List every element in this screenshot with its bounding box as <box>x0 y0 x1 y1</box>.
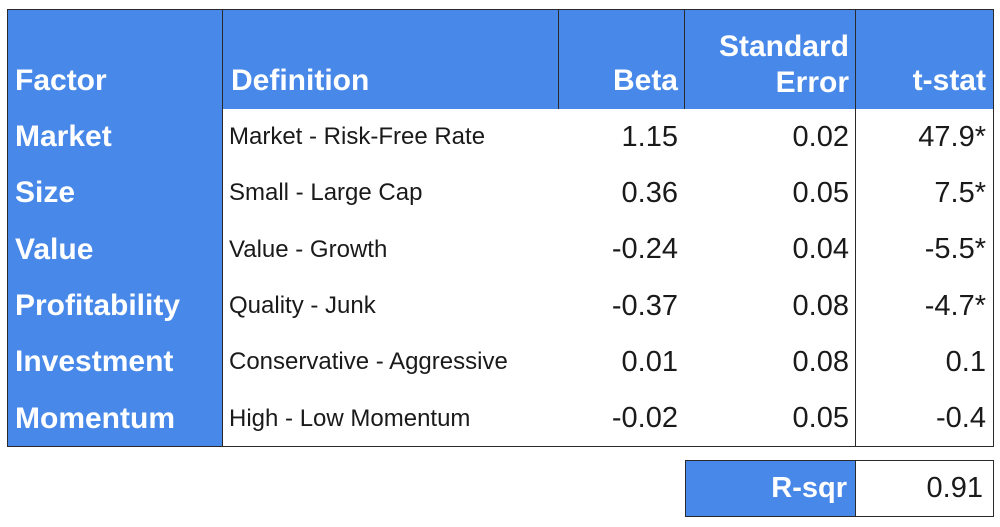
header-standard-error-stack: Standard Error <box>719 29 849 101</box>
factor-cell: Profitability <box>7 278 222 334</box>
header-beta: Beta <box>559 9 684 109</box>
r-squared-value-text: 0.91 <box>926 472 983 504</box>
factor-cell-text: Momentum <box>15 401 175 435</box>
beta-cell-text: -0.24 <box>611 233 678 266</box>
definition-cell: Small - Large Cap <box>223 165 558 221</box>
header-tstat-label: t-stat <box>912 64 986 97</box>
header-definition-label: Definition <box>231 64 370 97</box>
beta-cell-text: -0.37 <box>611 289 678 322</box>
grid-line <box>684 9 685 109</box>
standard-error-cell: 0.08 <box>685 334 855 390</box>
standard-error-cell: 0.08 <box>685 278 855 334</box>
definition-cell-text: Market - Risk-Free Rate <box>229 123 486 151</box>
tstat-cell-text: 7.5* <box>934 176 986 209</box>
header-factor-label: Factor <box>15 64 107 97</box>
factor-cell: Size <box>7 165 222 221</box>
beta-cell-text: -0.02 <box>611 402 678 435</box>
beta-cell: -0.37 <box>559 278 684 334</box>
tstat-cell: -0.4 <box>856 391 994 447</box>
header-factor: Factor <box>7 9 222 109</box>
grid-line <box>855 9 856 447</box>
definition-cell-text: Conservative - Aggressive <box>229 348 508 376</box>
definition-cell-text: Quality - Junk <box>229 292 376 320</box>
r-squared-label: R-sqr <box>685 460 856 517</box>
standard-error-cell: 0.04 <box>685 222 855 278</box>
beta-cell: 0.01 <box>559 334 684 390</box>
factor-cell: Value <box>7 222 222 278</box>
tstat-cell: -5.5* <box>856 222 994 278</box>
definition-cell: High - Low Momentum <box>223 391 558 447</box>
beta-cell-text: 0.01 <box>621 345 678 378</box>
standard-error-cell-text: 0.02 <box>792 120 849 153</box>
tstat-cell-text: -0.4 <box>936 402 986 435</box>
beta-cell: -0.02 <box>559 391 684 447</box>
standard-error-cell: 0.05 <box>685 391 855 447</box>
header-tstat: t-stat <box>856 9 994 109</box>
definition-cell-text: High - Low Momentum <box>229 404 471 432</box>
beta-cell-text: 0.36 <box>621 176 678 209</box>
standard-error-cell-text: 0.05 <box>792 402 849 435</box>
factor-regression-table: Factor Definition Beta Standard Error t-… <box>7 9 994 447</box>
tstat-cell-text: -5.5* <box>924 233 986 266</box>
factor-cell-text: Value <box>15 232 94 266</box>
header-standard-error-line1: Standard <box>718 30 849 63</box>
definition-cell: Quality - Junk <box>223 278 558 334</box>
beta-cell: 0.36 <box>559 165 684 221</box>
factor-cell-text: Market <box>15 120 112 154</box>
definition-cell: Value - Growth <box>223 222 558 278</box>
definition-cell-text: Value - Growth <box>229 235 388 263</box>
grid-line <box>558 9 559 109</box>
beta-cell: 1.15 <box>559 109 684 165</box>
r-squared-label-text: R-sqr <box>771 472 847 504</box>
header-standard-error-line2: Error <box>775 66 849 99</box>
definition-cell-text: Small - Large Cap <box>229 179 423 207</box>
header-definition: Definition <box>223 9 558 109</box>
tstat-cell: 7.5* <box>856 165 994 221</box>
standard-error-cell-text: 0.04 <box>792 233 849 266</box>
factor-cell-text: Size <box>15 176 76 210</box>
standard-error-cell-text: 0.08 <box>792 289 849 322</box>
factor-cell: Market <box>7 109 222 165</box>
standard-error-cell-text: 0.05 <box>792 176 849 209</box>
standard-error-cell: 0.05 <box>685 165 855 221</box>
header-beta-label: Beta <box>612 64 678 97</box>
factor-column-background <box>7 109 222 447</box>
tstat-cell-text: 47.9* <box>918 120 986 153</box>
factor-cell: Momentum <box>7 391 222 447</box>
definition-cell: Market - Risk-Free Rate <box>223 109 558 165</box>
factor-cell-text: Profitability <box>15 289 181 323</box>
definition-cell: Conservative - Aggressive <box>223 334 558 390</box>
standard-error-cell-text: 0.08 <box>792 345 849 378</box>
tstat-cell: -4.7* <box>856 278 994 334</box>
tstat-cell-text: -4.7* <box>924 289 986 322</box>
factor-cell: Investment <box>7 334 222 390</box>
tstat-cell-text: 0.1 <box>945 345 986 378</box>
header-standard-error: Standard Error <box>685 9 855 109</box>
beta-cell: -0.24 <box>559 222 684 278</box>
grid-line <box>222 9 223 447</box>
standard-error-cell: 0.02 <box>685 109 855 165</box>
tstat-cell: 0.1 <box>856 334 994 390</box>
beta-cell-text: 1.15 <box>621 120 678 153</box>
r-squared-value: 0.91 <box>855 460 994 517</box>
header-row: Factor Definition Beta Standard Error t-… <box>7 9 994 109</box>
tstat-cell: 47.9* <box>856 109 994 165</box>
factor-cell-text: Investment <box>15 345 174 379</box>
